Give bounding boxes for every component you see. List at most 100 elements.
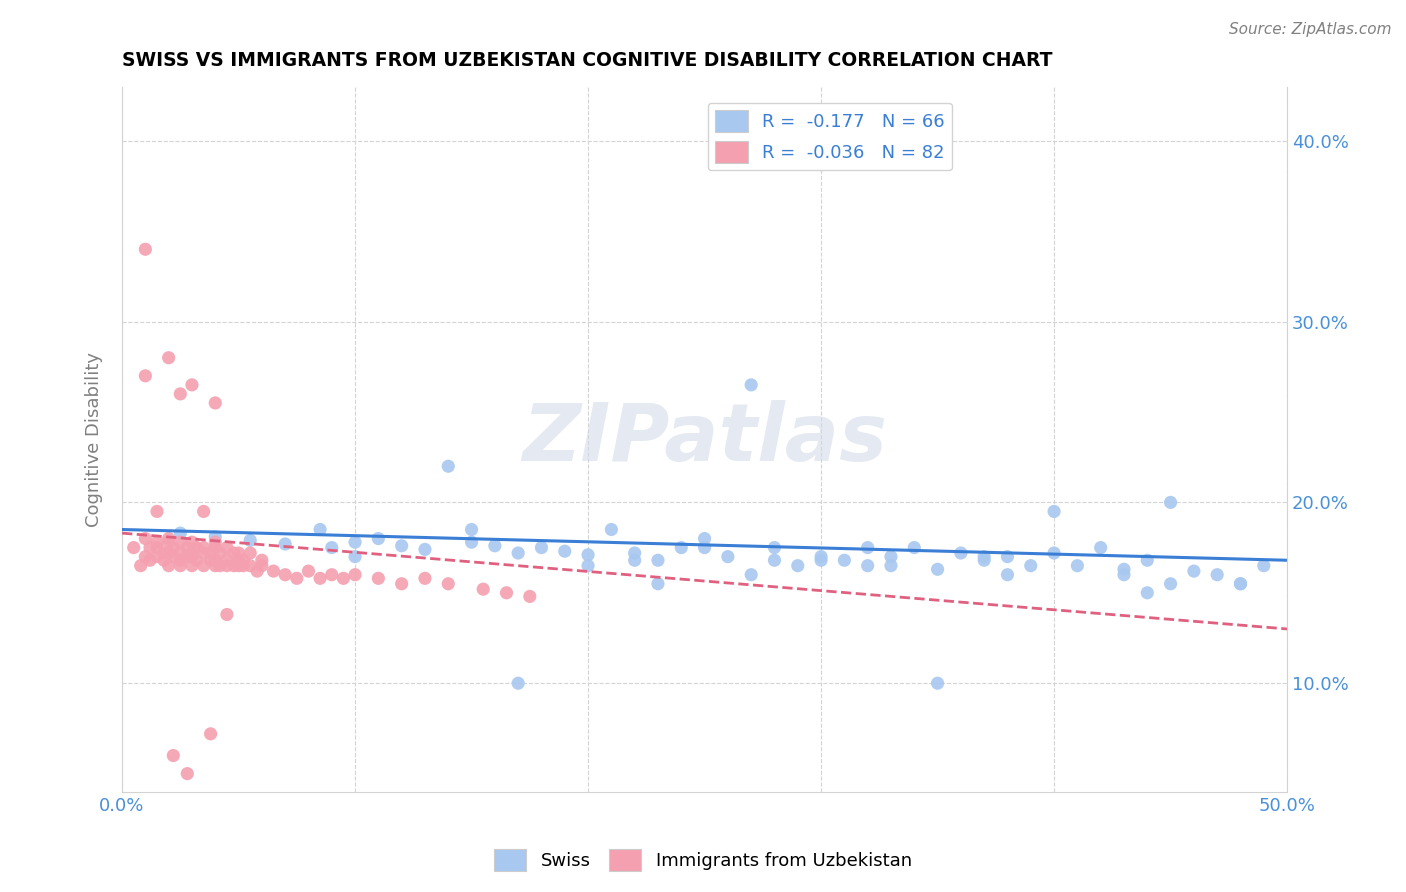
Point [215,558,238,573]
Point [153,553,176,567]
Point [162,549,184,564]
Point [139,553,162,567]
Point [1229,576,1251,591]
Point [834,553,856,567]
Point [460,535,482,549]
Point [554,544,576,558]
Point [903,541,925,555]
Point [215,541,238,555]
Point [228,558,250,573]
Point [1160,495,1182,509]
Point [1136,553,1159,567]
Point [472,582,495,597]
Point [1112,567,1135,582]
Point [274,537,297,551]
Point [250,553,273,567]
Y-axis label: Cognitive Disability: Cognitive Disability [86,351,103,526]
Point [484,539,506,553]
Point [600,523,623,537]
Legend: R =  -0.177   N = 66, R =  -0.036   N = 82: R = -0.177 N = 66, R = -0.036 N = 82 [707,103,952,170]
Point [169,558,191,573]
Point [239,546,262,560]
Point [134,368,156,383]
Point [413,542,436,557]
Point [232,553,254,567]
Point [228,553,250,567]
Point [169,535,191,549]
Point [367,571,389,585]
Point [717,549,740,564]
Point [391,539,413,553]
Point [344,567,367,582]
Point [297,564,319,578]
Point [856,558,879,573]
Point [250,558,273,573]
Point [181,558,204,573]
Point [1090,541,1112,555]
Point [1229,576,1251,591]
Point [321,567,343,582]
Point [146,535,169,549]
Point [162,541,184,555]
Point [193,504,215,518]
Point [880,558,903,573]
Point [786,558,808,573]
Point [285,571,308,585]
Point [204,535,226,549]
Point [332,571,354,585]
Point [176,549,198,564]
Point [1019,558,1042,573]
Point [740,377,762,392]
Point [1136,586,1159,600]
Point [508,676,530,690]
Point [530,541,553,555]
Point [169,546,191,560]
Point [134,242,156,256]
Text: Source: ZipAtlas.com: Source: ZipAtlas.com [1229,22,1392,37]
Point [146,549,169,564]
Point [1160,576,1182,591]
Point [973,549,995,564]
Point [169,553,191,567]
Point [129,558,152,573]
Point [186,553,208,567]
Point [1043,504,1066,518]
Point [367,532,389,546]
Point [763,541,786,555]
Point [740,567,762,582]
Point [576,548,599,562]
Point [157,351,180,365]
Point [413,571,436,585]
Point [204,530,226,544]
Point [169,526,191,541]
Point [344,549,367,564]
Point [181,377,204,392]
Point [309,523,332,537]
Point [157,558,180,573]
Point [222,558,245,573]
Point [949,546,972,560]
Point [810,553,832,567]
Point [157,532,180,546]
Point [321,541,343,555]
Point [997,567,1019,582]
Point [927,676,949,690]
Point [228,546,250,560]
Point [391,576,413,591]
Point [215,553,238,567]
Point [193,558,215,573]
Point [153,546,176,560]
Point [647,576,669,591]
Legend: Swiss, Immigrants from Uzbekistan: Swiss, Immigrants from Uzbekistan [486,842,920,879]
Point [169,387,191,401]
Point [193,541,215,555]
Point [1112,562,1135,576]
Point [880,549,903,564]
Text: ZIPatlas: ZIPatlas [522,401,887,478]
Point [186,541,208,555]
Point [122,541,145,555]
Point [927,562,949,576]
Point [1182,564,1205,578]
Point [576,558,599,573]
Point [263,564,285,578]
